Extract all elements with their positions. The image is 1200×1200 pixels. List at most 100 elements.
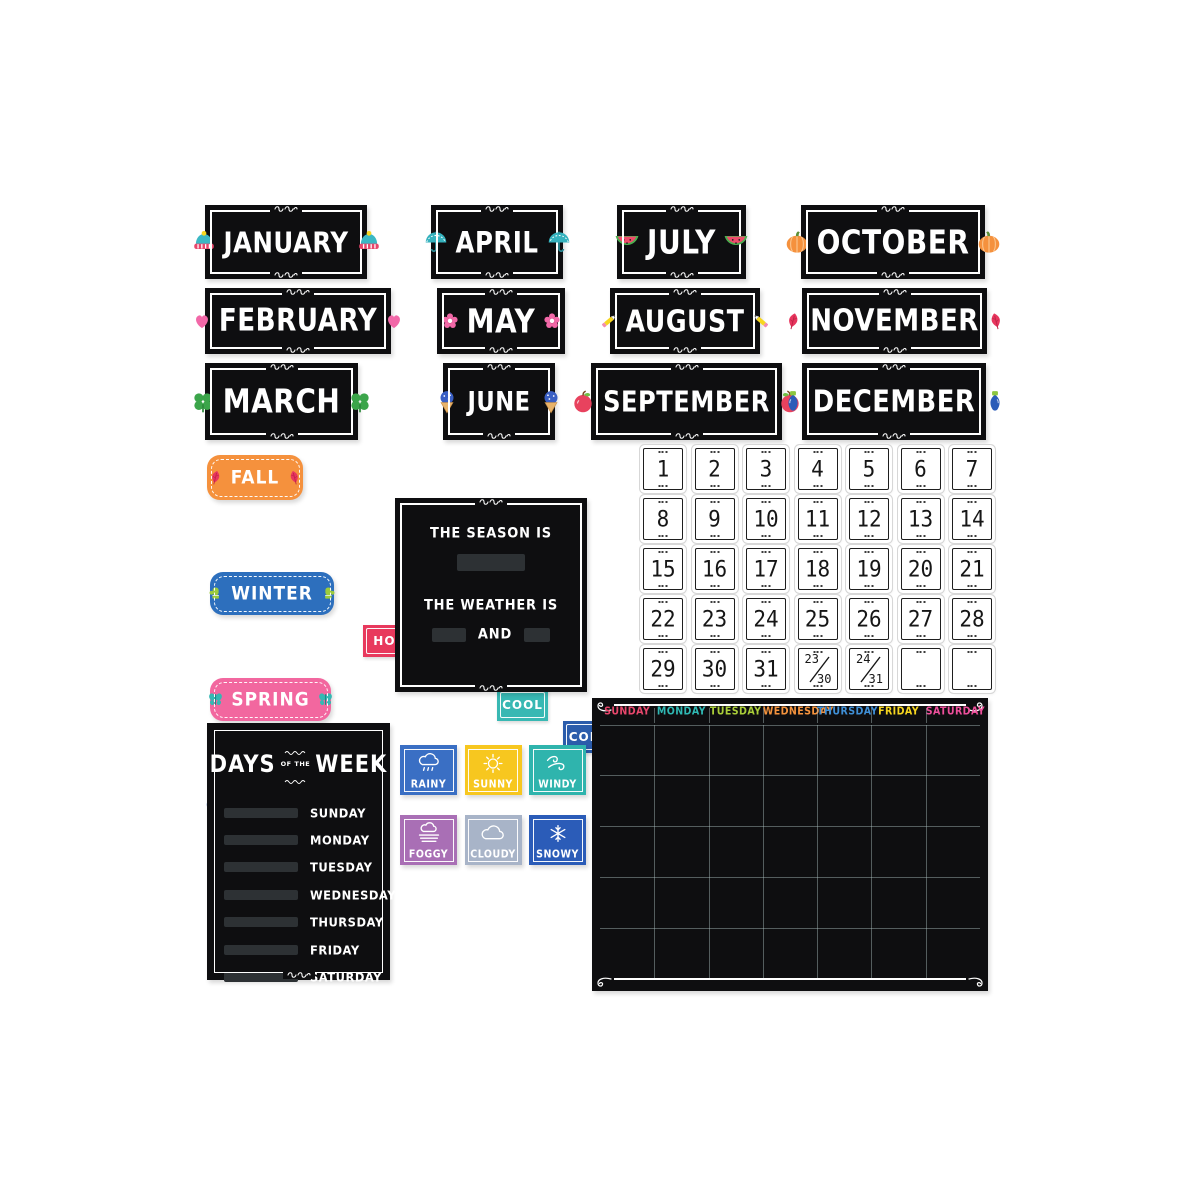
number-card: 30 — [694, 648, 735, 690]
number-card: 24 — [746, 598, 786, 640]
month-icon-umbrella-icon — [423, 229, 449, 255]
weather-label: CLOUDY — [470, 848, 516, 861]
border-doodle-icon — [878, 363, 910, 371]
calendar-day-header: SATURDAY — [925, 705, 986, 718]
split-number-top: 24 — [856, 652, 871, 666]
day-card-slot — [224, 835, 298, 846]
number-text: 20 — [907, 556, 934, 582]
border-doodle-icon — [669, 288, 701, 296]
number-text: 8 — [656, 506, 670, 532]
season-icon-mitten-icon — [320, 585, 337, 602]
number-card: 14 — [952, 498, 992, 540]
number-text: 31 — [753, 656, 779, 682]
month-label: AUGUST — [625, 303, 745, 339]
border-doodle-icon — [475, 684, 507, 692]
month-icon-heart-icon — [192, 311, 212, 331]
grid-line — [600, 877, 980, 878]
day-row: MONDAY — [207, 826, 390, 853]
number-text: 21 — [959, 556, 985, 582]
number-card: 29 — [643, 648, 683, 690]
number-text: 25 — [804, 606, 831, 632]
corner-doodle-icon — [968, 699, 984, 713]
month-label: FEBRUARY — [218, 303, 378, 339]
border-doodle-icon — [485, 346, 517, 354]
border-doodle-icon — [282, 288, 314, 296]
number-text: 14 — [959, 506, 985, 532]
number-card: 26 — [849, 598, 889, 640]
month-icon-flower-icon — [542, 311, 562, 331]
border-doodle-icon — [282, 346, 314, 354]
number-card: 4 — [797, 448, 838, 490]
day-row: SATURDAY — [207, 963, 390, 990]
number-text: 6 — [914, 456, 927, 482]
number-card: 22 — [643, 598, 683, 640]
number-card: 28 — [952, 598, 992, 640]
number-card-blank — [952, 648, 992, 690]
grid-line — [871, 708, 873, 723]
grid-line — [762, 708, 764, 723]
season-icon-butterfly-icon — [317, 691, 334, 708]
month-icon-pencil-icon — [751, 311, 771, 331]
weather-card-slot — [524, 627, 551, 642]
season-pill-spring: SPRING — [209, 678, 334, 721]
title-days: DAYS — [209, 750, 276, 778]
number-card: 25 — [797, 598, 838, 640]
month-banner-september: SEPTEMBER — [574, 363, 799, 440]
season-weather-chart: THE SEASON IS THE WEATHER IS AND — [395, 498, 587, 692]
weather-label: SUNNY — [473, 778, 513, 791]
calendar-day-header: THURSDAY — [817, 705, 878, 718]
number-card: 19 — [849, 548, 889, 590]
split-number-bottom: 30 — [817, 672, 832, 686]
number-card: 8 — [643, 498, 683, 540]
border-doodle-icon — [670, 363, 703, 371]
calendar-day-header: SUNDAY — [604, 705, 651, 718]
weather-card-cloudy: CLOUDY — [464, 815, 522, 865]
weather-fog-icon — [414, 822, 444, 845]
month-banner-december: DECEMBER — [788, 363, 1000, 440]
border-doodle-icon — [481, 271, 513, 279]
number-card: 5 — [849, 448, 889, 490]
number-card: 13 — [900, 498, 941, 540]
weather-is-text: THE WEATHER IS — [424, 597, 558, 614]
month-banner-october: OCTOBER — [786, 205, 1000, 279]
month-icon-watermelon-icon — [614, 229, 640, 255]
month-icon-ice-cream-icon — [434, 389, 460, 415]
number-text: 24 — [753, 606, 779, 632]
month-label: OCTOBER — [816, 222, 970, 262]
border-doodle-icon — [483, 363, 515, 371]
border-doodle-icon — [670, 432, 703, 440]
border-doodle-icon — [665, 205, 698, 213]
number-card: 21 — [952, 548, 992, 590]
number-text: 11 — [804, 506, 831, 532]
month-label: DECEMBER — [812, 383, 976, 420]
weather-snowflake-icon — [543, 822, 573, 845]
day-name: WEDNESDAY — [310, 887, 397, 903]
month-banner-april: APRIL — [425, 205, 569, 279]
border-doodle-icon — [878, 346, 911, 354]
grid-line — [600, 928, 980, 929]
border-doodle-icon — [665, 271, 698, 279]
number-card: 15 — [643, 548, 683, 590]
day-rows: SUNDAY MONDAY TUESDAY WEDNESDAY THURSDAY FRID… — [207, 799, 396, 991]
month-icon-light-bulb-icon — [780, 389, 806, 415]
calendar-number-cards: 1 2 3 4 5 6 7 8 9 10 11 12 13 14 15 16 17 18 19 20 21 22 23 24 2… — [643, 448, 992, 690]
day-card-slot — [224, 807, 298, 818]
split-slash-icon — [799, 649, 837, 689]
days-of-week-title: DAYS OF THE WEEK — [207, 740, 390, 788]
weather-wind-icon — [543, 752, 573, 775]
month-icon-pumpkin-icon — [784, 229, 810, 255]
weather-label: WINDY — [538, 778, 577, 791]
weather-cards: RAINY SUNNY WINDY FOGGY CLOUDY SNOWY — [400, 745, 586, 865]
weather-label: RAINY — [410, 778, 447, 791]
grid-line — [614, 704, 966, 706]
number-text: 27 — [907, 606, 934, 632]
weather-card-sunny: SUNNY — [464, 745, 522, 795]
number-text: 13 — [907, 506, 934, 532]
day-name: SATURDAY — [310, 969, 383, 985]
number-card: 7 — [952, 448, 992, 490]
month-icon-apple-icon — [570, 389, 596, 415]
days-of-week-chart: DAYS OF THE WEEK SUNDAY MONDAY TUESDAY WEDNESD… — [207, 723, 396, 985]
number-card: 12 — [849, 498, 889, 540]
day-row: SUNDAY — [207, 799, 390, 826]
grid-line — [817, 725, 819, 978]
